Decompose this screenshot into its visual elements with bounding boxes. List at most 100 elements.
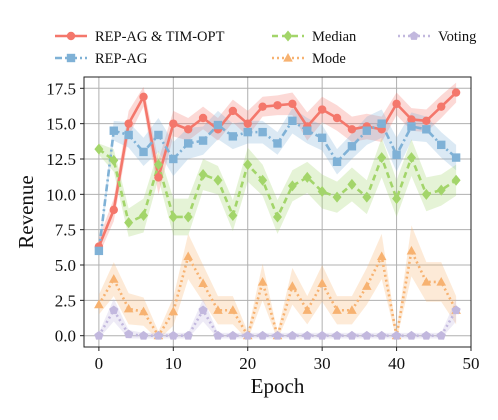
rep-ag-point xyxy=(258,127,267,137)
axis-ticks: 0 10 20 30 40 50 0.0 2.5 5.0 7.5 10.0 12.5 15.0 17.5 xyxy=(46,79,479,373)
legend-label-mode: Mode xyxy=(312,51,346,67)
rep-ag-point xyxy=(154,130,163,140)
x-tick-label: 50 xyxy=(463,354,480,373)
mode-point xyxy=(362,281,372,290)
x-tick-label: 0 xyxy=(95,354,104,373)
mode-point xyxy=(198,278,208,287)
voting-point xyxy=(421,330,431,340)
rep-ag-point xyxy=(273,139,282,148)
plot-frame xyxy=(83,76,472,348)
median-point xyxy=(406,152,416,164)
rep-ag-point xyxy=(169,154,178,164)
voting-point xyxy=(436,330,446,340)
x-tick-label: 40 xyxy=(388,354,405,373)
rep-ag-point xyxy=(392,150,401,159)
median-point xyxy=(392,193,402,205)
voting-point xyxy=(347,330,357,340)
median-point xyxy=(258,174,268,186)
y-tick-label: 2.5 xyxy=(55,291,76,310)
voting-point xyxy=(392,330,402,340)
rep-ag-point xyxy=(407,122,416,131)
rep-ag-point xyxy=(124,130,133,140)
rep-ag-tim-opt-point xyxy=(258,102,267,111)
median-point xyxy=(228,210,238,222)
median-point xyxy=(436,184,446,196)
rep-ag-point xyxy=(362,126,372,135)
x-axis-label: Epoch xyxy=(251,374,305,398)
mode-point xyxy=(213,305,223,314)
legend-label-rep-ag: REP-AG xyxy=(95,51,148,67)
rep-ag-tim-opt-point xyxy=(422,116,431,126)
mode-point xyxy=(317,278,327,287)
legend-marker-rep-ag xyxy=(66,53,76,63)
voting-point xyxy=(213,330,223,340)
rep-ag-tim-opt-point xyxy=(273,101,282,110)
voting-point xyxy=(198,305,208,315)
median-point xyxy=(109,154,119,166)
voting-point xyxy=(153,330,163,340)
median-point xyxy=(198,169,208,181)
rep-ag-tim-opt-point xyxy=(392,99,401,109)
voting-point xyxy=(124,329,134,339)
legend-label-voting: Voting xyxy=(438,29,476,45)
rep-ag-tim-opt-point xyxy=(154,173,163,182)
voting-point xyxy=(451,305,461,315)
mode-point xyxy=(228,305,238,314)
voting-point xyxy=(272,330,283,340)
rep-ag-tim-opt-point xyxy=(124,119,133,128)
median-point xyxy=(451,174,461,186)
series-markers xyxy=(94,88,461,340)
y-tick-label: 15.0 xyxy=(46,115,76,134)
x-tick-label: 20 xyxy=(239,354,256,373)
rep-ag-tim-opt-point xyxy=(451,88,461,97)
mode-point xyxy=(332,305,342,314)
y-tick-label: 12.5 xyxy=(46,150,76,169)
voting-band xyxy=(98,298,457,339)
median-point xyxy=(332,191,342,203)
mode-point xyxy=(168,306,179,316)
x-tick-label: 30 xyxy=(314,354,331,373)
rep-ag-tim-opt-point xyxy=(288,99,297,109)
rep-ag-point xyxy=(109,126,118,135)
median-point xyxy=(362,191,372,203)
x-tick-label: 10 xyxy=(165,354,182,373)
median-point xyxy=(421,188,431,200)
voting-point xyxy=(377,330,387,340)
rep-ag-point xyxy=(243,127,252,137)
mode-point xyxy=(108,274,119,283)
mode-band xyxy=(98,225,457,340)
voting-point xyxy=(287,330,297,340)
rep-ag-point xyxy=(451,153,461,162)
voting-point xyxy=(317,330,327,340)
y-axis-label: Revenue xyxy=(14,175,38,248)
mode-point xyxy=(347,305,357,314)
voting-point xyxy=(362,330,372,340)
voting-point xyxy=(302,330,312,340)
voting-point xyxy=(168,330,178,340)
median-point xyxy=(273,211,282,223)
rep-ag-point xyxy=(198,136,208,145)
median-point xyxy=(377,152,387,164)
median-point xyxy=(287,180,297,192)
mode-point xyxy=(421,276,432,286)
rep-ag-point xyxy=(332,157,342,167)
mode-point xyxy=(138,306,149,316)
rep-ag-tim-opt-point xyxy=(332,113,342,123)
median-point xyxy=(317,186,327,198)
median-point xyxy=(302,171,312,183)
median-point xyxy=(168,211,178,223)
rep-ag-tim-opt-point xyxy=(183,125,193,134)
median-point xyxy=(243,159,253,171)
y-tick-label: 5.0 xyxy=(55,256,76,275)
rep-ag-point xyxy=(183,139,193,148)
mode-point xyxy=(123,303,134,313)
median-point xyxy=(139,210,149,222)
voting-point xyxy=(258,330,268,340)
y-tick-label: 17.5 xyxy=(46,79,76,98)
rep-ag-point xyxy=(437,140,446,150)
legend-label-rep-ag-tim-opt: REP-AG & TIM-OPT xyxy=(95,29,225,45)
median-point xyxy=(94,143,104,155)
legend-marker-rep-ag-tim-opt xyxy=(66,31,76,41)
legend-marker-median xyxy=(283,30,293,42)
